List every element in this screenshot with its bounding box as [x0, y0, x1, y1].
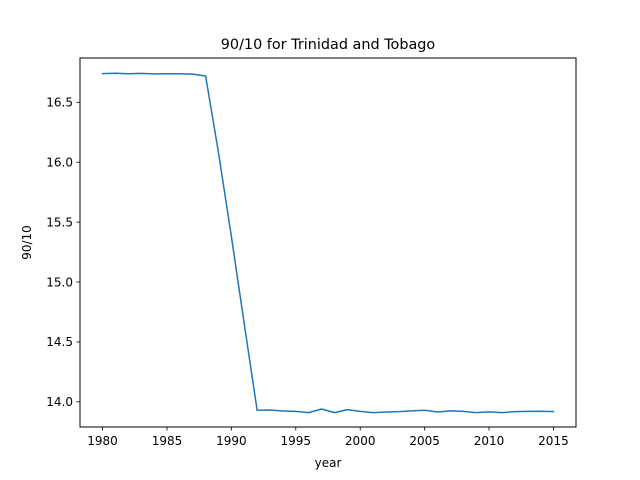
series-line-0 [101, 72, 555, 414]
y-tick-label: 14.5 [46, 335, 73, 349]
x-tick-label: 2010 [474, 434, 505, 448]
x-tick-label: 1985 [152, 434, 183, 448]
x-tick-label: 2000 [345, 434, 376, 448]
y-tick-label: 14.0 [46, 395, 73, 409]
x-tick-label: 1995 [281, 434, 312, 448]
y-axis: 14.0 14.5 15.0 15.5 16.0 16.5 [46, 96, 80, 409]
x-tick-label: 1980 [87, 434, 118, 448]
y-axis-label: 90/10 [20, 225, 34, 260]
chart-title: 90/10 for Trinidad and Tobago [221, 37, 436, 53]
plot-area [79, 57, 577, 428]
y-tick-label: 16.5 [46, 96, 73, 110]
y-tick-label: 16.0 [46, 156, 73, 170]
x-tick-label: 2005 [409, 434, 440, 448]
x-tick-label: 1990 [216, 434, 247, 448]
y-tick-label: 15.0 [46, 275, 73, 289]
x-axis: 1980 1985 1990 1995 2000 2005 2010 2015 [87, 427, 569, 448]
x-axis-label: year [315, 456, 342, 470]
x-tick-label: 2015 [538, 434, 569, 448]
y-tick-label: 15.5 [46, 215, 73, 229]
series-layer [101, 72, 555, 414]
